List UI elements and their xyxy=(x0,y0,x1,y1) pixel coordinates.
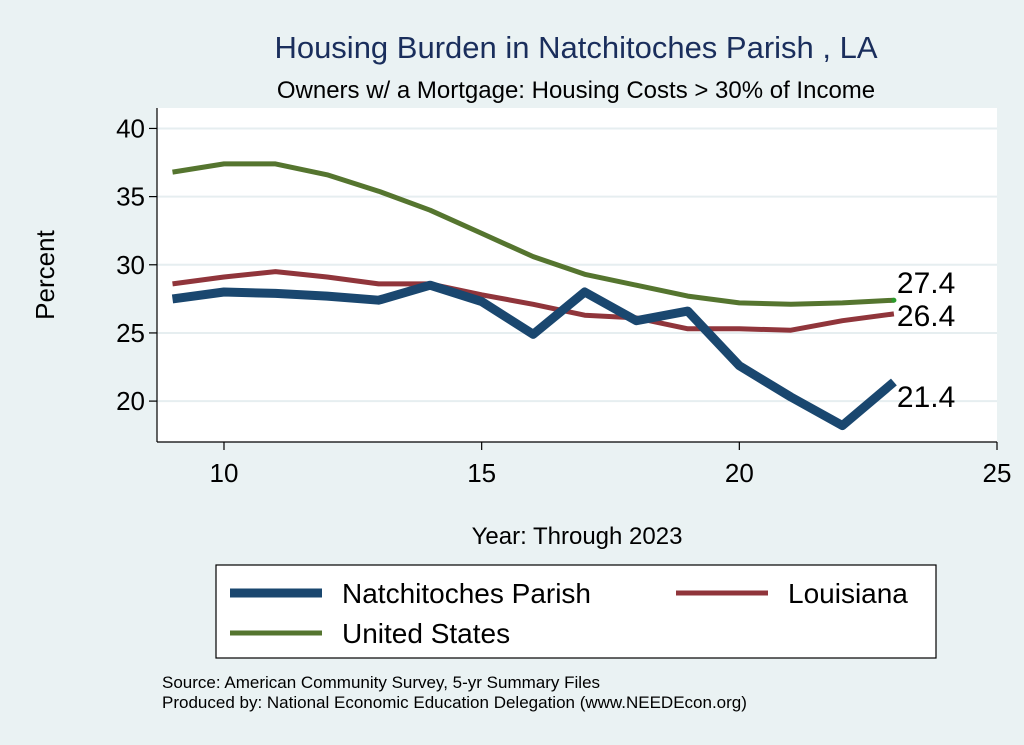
y-tick-label: 40 xyxy=(116,113,145,143)
produced-note: Produced by: National Economic Education… xyxy=(162,693,747,712)
end-label: 21.4 xyxy=(897,381,955,414)
y-axis-label: Percent xyxy=(30,229,60,319)
series-line-united-states xyxy=(172,161,895,307)
series-lines xyxy=(171,161,897,431)
x-axis-label: Year: Through 2023 xyxy=(472,523,683,550)
x-tick-label: 25 xyxy=(983,458,1012,488)
legend-label: Natchitoches Parish xyxy=(342,578,591,609)
end-label: 26.4 xyxy=(897,300,955,333)
legend-label: Louisiana xyxy=(788,578,908,609)
legend-box xyxy=(215,564,937,659)
end-labels: 21.4 26.427.4 xyxy=(891,267,955,414)
end-label: 27.4 xyxy=(897,267,955,300)
gridlines xyxy=(157,127,997,403)
y-tick-label: 20 xyxy=(116,386,145,416)
y-tick-label: 30 xyxy=(116,250,145,280)
legend: Natchitoches Parish Louisiana United State… xyxy=(230,578,908,649)
series-line-natchitoches-parish xyxy=(171,280,897,431)
x-ticks: 10 15 20 25 xyxy=(210,442,1012,488)
y-tick-label: 35 xyxy=(116,182,145,212)
source-note: Source: American Community Survey, 5-yr … xyxy=(162,673,600,692)
y-tick-label: 25 xyxy=(116,318,145,348)
x-tick-label: 20 xyxy=(725,458,754,488)
chart-title: Housing Burden in Natchitoches Parish , … xyxy=(274,30,877,65)
chart-subtitle: Owners w/ a Mortgage: Housing Costs > 30… xyxy=(277,77,875,104)
x-tick-label: 15 xyxy=(467,458,496,488)
us-end-marker xyxy=(891,297,897,303)
series-line-louisiana xyxy=(172,269,895,333)
plot-area xyxy=(157,108,997,442)
x-tick-label: 10 xyxy=(210,458,239,488)
legend-label: United States xyxy=(342,618,510,649)
y-ticks: 20 25 30 35 40 xyxy=(116,113,157,416)
